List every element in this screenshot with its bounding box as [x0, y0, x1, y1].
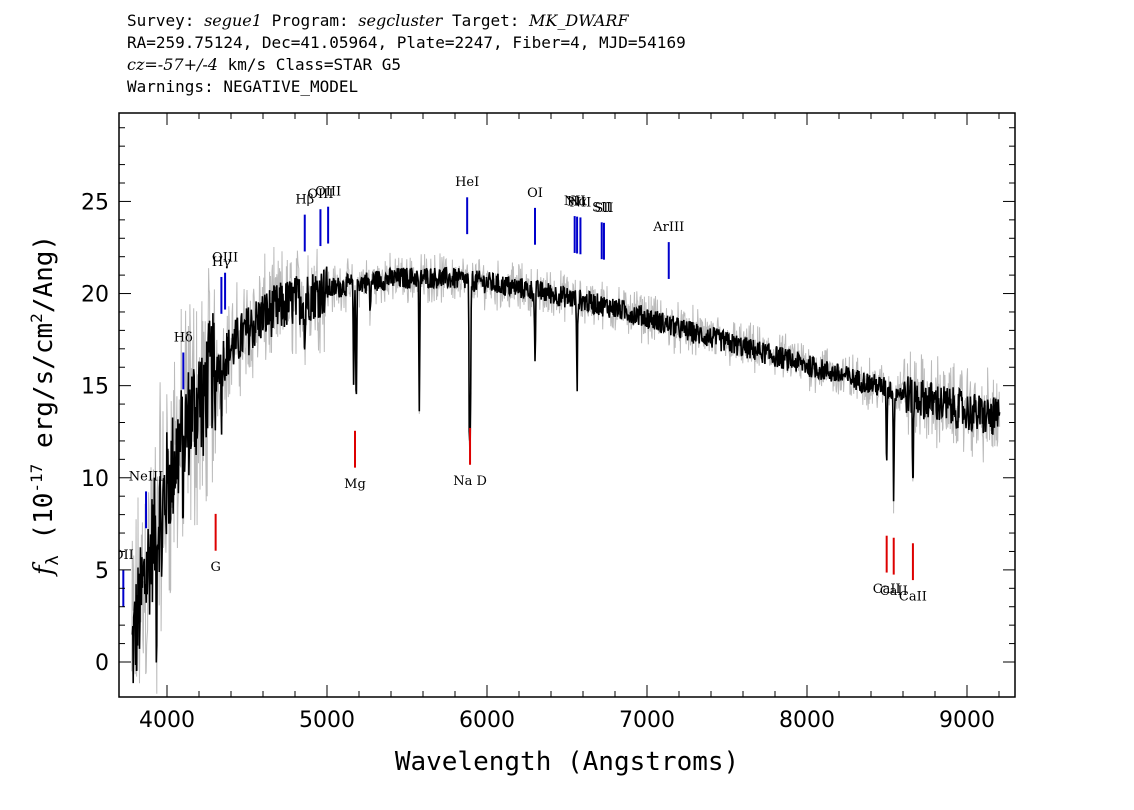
absorption-line-label: G	[210, 560, 220, 575]
header-line-coords: RA=259.75124, Dec=41.05964, Plate=2247, …	[127, 33, 686, 52]
header-line-survey: Survey: segue1 Program: segcluster Targe…	[127, 10, 686, 32]
program-label: Program:	[261, 11, 359, 30]
y-tick-label: 0	[95, 651, 109, 676]
survey-value: segue1	[204, 11, 262, 30]
x-tick-label: 7000	[619, 708, 675, 733]
emission-line-label: Hγ	[212, 255, 231, 270]
target-value: MK_DWARF	[529, 11, 629, 30]
emission-line-label: OIII	[315, 185, 341, 200]
x-tick-label: 8000	[779, 708, 835, 733]
program-value: segcluster	[358, 11, 443, 30]
spectrum-header: Survey: segue1 Program: segcluster Targe…	[127, 10, 686, 98]
emission-line-label: Hδ	[174, 330, 193, 345]
emission-line-label: OIII	[307, 187, 333, 202]
flux-line	[131, 266, 1001, 684]
emission-line-label: OII	[113, 548, 134, 563]
y-tick-label: 10	[81, 467, 109, 492]
emission-line-label: OI	[527, 186, 543, 201]
emission-line-label: NeIII	[129, 469, 163, 484]
x-tick-label: 4000	[139, 708, 195, 733]
header-line-warnings: Warnings: NEGATIVE_MODEL	[127, 77, 359, 96]
y-tick-label: 25	[81, 190, 109, 215]
x-tick-label: 6000	[459, 708, 515, 733]
absorption-line-label: Mg	[344, 477, 366, 492]
survey-label: Survey:	[127, 11, 205, 30]
emission-line-label: SII	[592, 200, 611, 215]
emission-line-label: Hβ	[295, 193, 314, 208]
emission-line-label: HeI	[455, 175, 479, 190]
emission-line-label: NII	[570, 195, 592, 210]
y-tick-label: 5	[95, 559, 109, 584]
cz-value: -57+/-4	[157, 55, 218, 74]
emission-line-label: OIII	[212, 251, 238, 266]
emission-line-label: ArIII	[652, 220, 684, 235]
x-axis-title: Wavelength (Angstroms)	[395, 747, 739, 777]
target-label: Target:	[442, 11, 530, 30]
header-line-redshift: cz=-57+/-4 km/s Class=STAR G5	[127, 54, 686, 76]
x-tick-label: 9000	[939, 708, 995, 733]
absorption-line-label: Na D	[453, 474, 487, 489]
absorption-line-label: CaII	[873, 582, 901, 597]
y-axis-title: fλ (10-17 erg/s/cm2/Ang)	[27, 235, 63, 577]
cz-unit: km/s Class=STAR G5	[217, 55, 401, 74]
emission-line-label: Hα	[567, 195, 587, 210]
emission-line-label: SII	[594, 201, 613, 216]
x-tick-label: 5000	[299, 708, 355, 733]
cz-label: cz=	[127, 55, 158, 74]
absorption-line-label: CaII	[899, 589, 927, 604]
absorption-line-label: CaII	[880, 584, 908, 599]
y-tick-label: 15	[81, 375, 109, 400]
axis-ticks: 4000 5000 6000 7000 8000 9000 0 5 10 15 20 25	[81, 113, 1015, 733]
emission-line-label: NII	[564, 194, 586, 209]
y-tick-label: 20	[81, 283, 109, 308]
plot-frame	[118, 112, 1016, 698]
